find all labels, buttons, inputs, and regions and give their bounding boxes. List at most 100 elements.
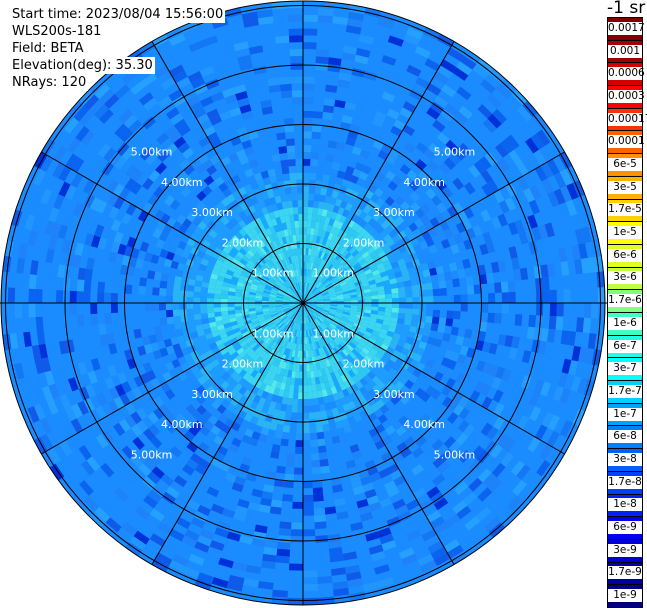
range-gate-cell xyxy=(294,378,299,385)
range-gate-cell xyxy=(290,180,297,187)
range-gate-cell xyxy=(186,309,193,315)
range-gate-cell xyxy=(454,295,461,303)
range-gate-cell xyxy=(303,502,314,509)
colorbar-tick-label: 0.0003 xyxy=(608,90,642,103)
range-gate-cell xyxy=(29,274,37,289)
range-gate-cell xyxy=(291,522,303,529)
range-gate-cell xyxy=(307,385,312,392)
range-gate-cell xyxy=(291,529,303,536)
range-gate-cell xyxy=(444,272,452,281)
range-gate-cell xyxy=(385,298,392,303)
range-gate-cell xyxy=(420,297,427,303)
range-gate-cell xyxy=(234,303,241,307)
range-gate-cell xyxy=(550,290,557,303)
range-gate-cell xyxy=(307,378,312,385)
range-gate-cell xyxy=(303,118,313,125)
range-gate-cell xyxy=(315,180,322,188)
range-gate-cell xyxy=(290,56,303,63)
range-gate-cell xyxy=(418,315,426,322)
range-gate-cell xyxy=(289,35,303,42)
range-gate-cell xyxy=(159,288,166,296)
range-gate-cell xyxy=(296,173,303,180)
range-gate-cell xyxy=(320,459,329,467)
range-gate-cell xyxy=(272,154,281,162)
range-ring-label: 3.00km xyxy=(373,388,415,401)
range-gate-cell xyxy=(43,276,51,290)
range-gate-cell xyxy=(56,290,63,303)
range-gate-cell xyxy=(299,365,303,372)
range-gate-cell xyxy=(276,556,290,564)
range-gate-cell xyxy=(207,308,214,313)
range-gate-cell xyxy=(439,317,447,325)
range-gate-cell xyxy=(316,549,330,557)
colorbar-tick-label: 0.001 xyxy=(608,45,642,58)
range-gate-cell xyxy=(186,297,193,303)
range-gate-cell xyxy=(166,282,174,290)
range-gate-cell xyxy=(154,326,162,335)
range-gate-cell xyxy=(413,303,420,309)
range-gate-cell xyxy=(446,311,453,319)
range-gate-cell xyxy=(111,303,118,313)
range-gate-cell xyxy=(303,228,307,235)
range-gate-cell xyxy=(303,42,317,49)
range-gate-cell xyxy=(563,289,570,303)
range-gate-cell xyxy=(494,282,502,293)
range-gate-cell xyxy=(295,447,303,454)
range-gate-cell xyxy=(297,186,303,193)
range-gate-cell xyxy=(392,293,399,298)
range-gate-cell xyxy=(298,207,303,214)
range-gate-cell xyxy=(433,289,440,297)
range-gate-cell xyxy=(283,173,290,181)
range-gate-cell xyxy=(309,186,315,193)
range-gate-cell xyxy=(314,521,326,529)
range-gate-cell xyxy=(272,444,281,452)
range-gate-cell xyxy=(298,399,303,406)
range-gate-cell xyxy=(290,49,303,56)
range-ring-label: 1.00km xyxy=(313,267,355,280)
range-gate-cell xyxy=(286,145,295,152)
range-gate-cell xyxy=(161,273,169,281)
range-gate-cell xyxy=(303,509,314,516)
range-gate-cell xyxy=(303,83,314,90)
range-gate-cell xyxy=(280,160,288,168)
range-gate-cell xyxy=(412,309,419,315)
elevation-label: Elevation(deg): 35.30 xyxy=(10,57,155,74)
range-gate-cell xyxy=(535,278,543,291)
range-gate-cell xyxy=(308,392,313,399)
range-gate-cell xyxy=(275,36,289,44)
range-gate-cell xyxy=(461,303,468,312)
range-gate-cell xyxy=(319,452,328,460)
range-gate-cell xyxy=(295,371,299,378)
range-gate-cell xyxy=(35,303,42,317)
range-gate-cell xyxy=(298,385,303,392)
range-gate-cell xyxy=(583,318,591,333)
range-gate-cell xyxy=(289,28,303,35)
range-gate-cell xyxy=(179,297,186,303)
range-gate-cell xyxy=(297,193,303,200)
range-gate-cell xyxy=(303,365,307,372)
nrays-label: NRays: 120 xyxy=(10,74,88,91)
range-gate-cell xyxy=(284,125,294,133)
range-gate-cell xyxy=(419,290,426,297)
range-gate-cell xyxy=(467,285,475,294)
range-gate-cell xyxy=(286,194,292,202)
range-gate-cell xyxy=(406,303,413,309)
range-gate-cell xyxy=(138,286,146,295)
range-gate-cell xyxy=(311,460,320,468)
range-gate-cell xyxy=(486,322,494,333)
range-gate-cell xyxy=(419,309,426,316)
range-gate-cell xyxy=(221,294,228,299)
range-gate-cell xyxy=(432,317,440,325)
range-gate-cell xyxy=(303,372,307,379)
colorbar-tick-label: 0.0006 xyxy=(608,67,642,80)
range-gate-cell xyxy=(200,308,207,314)
range-gate-cell xyxy=(313,501,324,509)
range-gate-cell xyxy=(591,303,598,318)
range-gate-cell xyxy=(278,146,287,154)
range-gate-cell xyxy=(286,138,295,146)
range-gate-cell xyxy=(290,419,297,426)
range-gate-cell xyxy=(273,486,284,494)
range-gate-cell xyxy=(8,288,15,303)
range-gate-cell xyxy=(299,372,303,379)
range-gate-cell xyxy=(97,281,105,292)
